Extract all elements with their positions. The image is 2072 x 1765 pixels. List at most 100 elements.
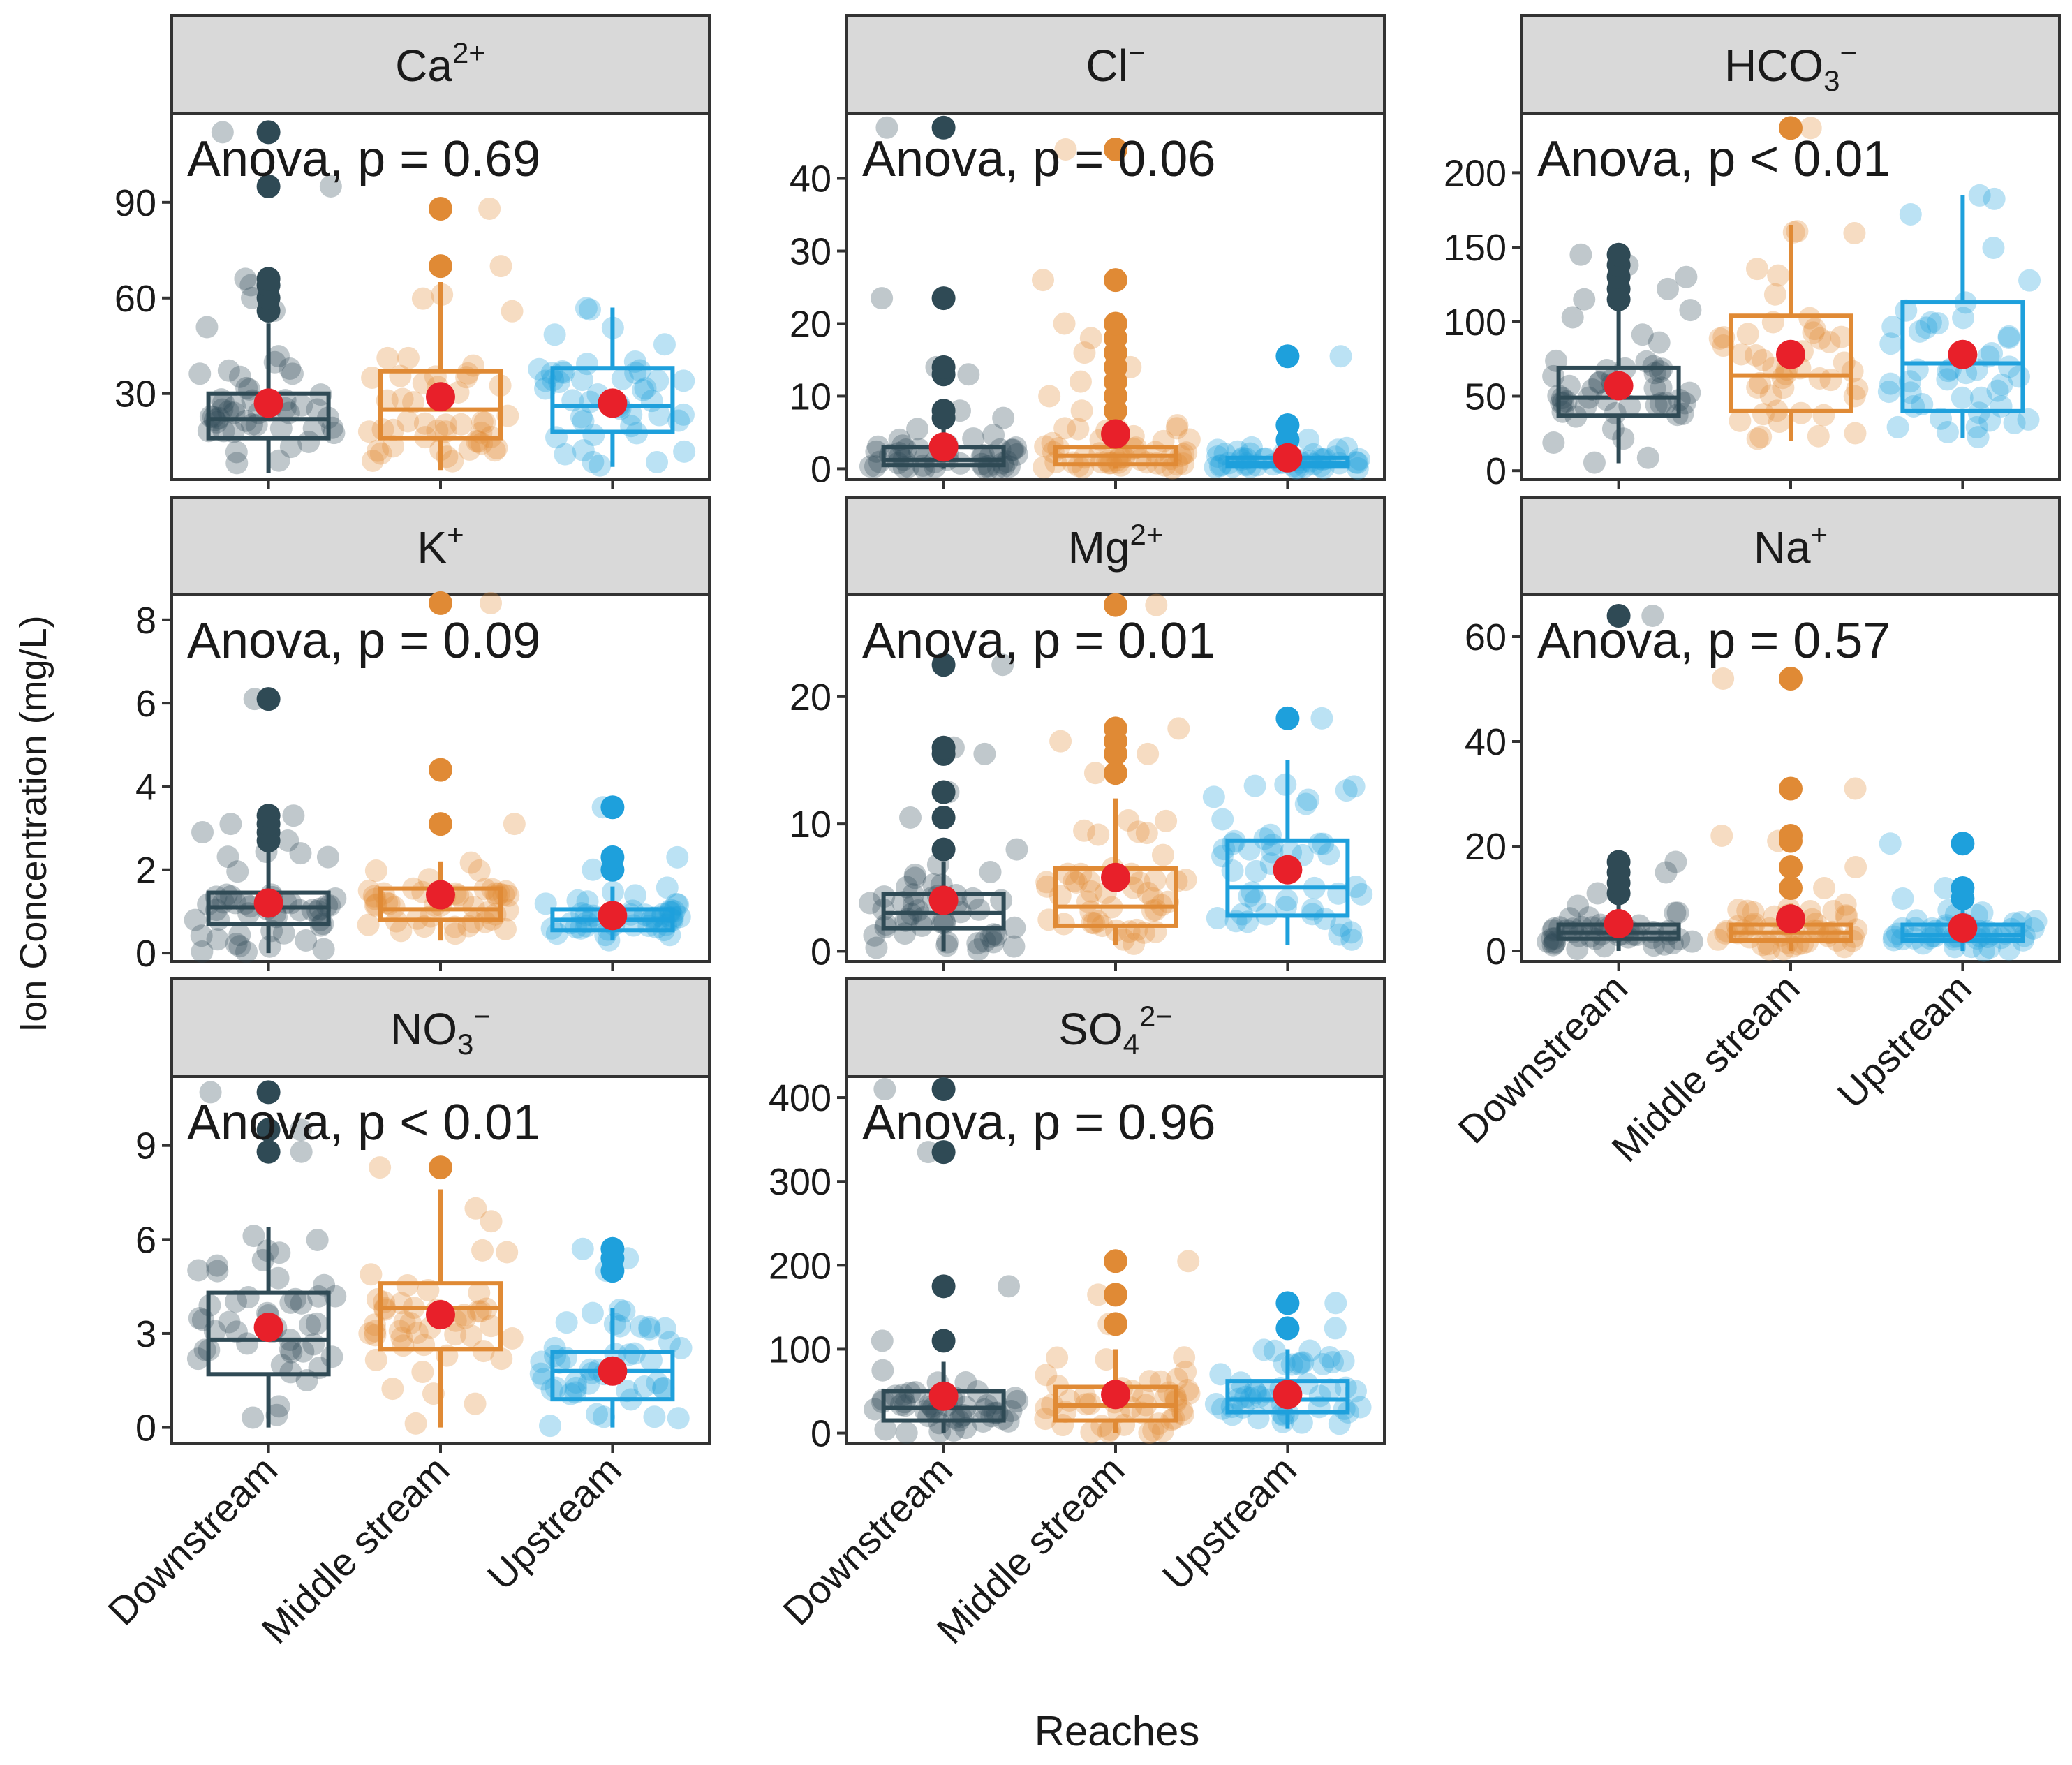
jitter-point: [1046, 1346, 1069, 1369]
jitter-point: [1031, 269, 1054, 292]
jitter-point: [1982, 237, 2005, 260]
mean-point: [598, 901, 628, 931]
jitter-point: [1206, 445, 1229, 468]
jitter-point: [361, 366, 384, 389]
mean-point: [426, 382, 455, 412]
jitter-point: [466, 1300, 489, 1323]
jitter-point: [1776, 931, 1799, 954]
jitter-point: [874, 1418, 897, 1441]
jitter-point: [1679, 299, 1702, 322]
jitter-point: [1054, 138, 1077, 161]
jitter-point: [1902, 926, 1925, 950]
jitter-point: [188, 1307, 211, 1330]
jitter-point: [1080, 880, 1103, 903]
y-tick-label: 30: [790, 231, 831, 273]
jitter-point: [211, 121, 234, 144]
jitter-point: [290, 1292, 313, 1315]
jitter-point: [241, 286, 264, 309]
jitter-point: [632, 378, 655, 401]
y-tick-label: 40: [1465, 721, 1507, 763]
jitter-point: [1830, 325, 1853, 348]
x-category-label: Downstream: [774, 1447, 961, 1634]
jitter-point: [459, 851, 482, 874]
jitter-point: [184, 908, 207, 931]
outlier-point: [931, 1077, 956, 1102]
outlier-point: [931, 806, 956, 830]
outlier-point: [429, 812, 452, 836]
jitter-point: [992, 406, 1015, 429]
jitter-point: [658, 1331, 681, 1354]
jitter-point: [1117, 809, 1140, 832]
mean-point: [1776, 339, 1805, 369]
jitter-point: [1083, 762, 1107, 785]
jitter-point: [564, 1371, 587, 1394]
outlier-point: [256, 1080, 281, 1105]
jitter-point: [639, 1349, 663, 1372]
jitter-point: [973, 930, 996, 953]
jitter-point: [648, 404, 671, 427]
jitter-point: [1882, 925, 1905, 948]
jitter-point: [1095, 1348, 1118, 1371]
outlier-point: [931, 1140, 956, 1165]
jitter-point: [452, 888, 475, 911]
jitter-point: [1986, 379, 2009, 402]
jitter-point: [497, 884, 520, 907]
jitter-point: [1844, 777, 1867, 800]
jitter-point: [1178, 1382, 1201, 1405]
outlier-point: [429, 758, 452, 782]
y-tick-label: 8: [135, 600, 156, 642]
jitter-point: [979, 860, 1002, 883]
y-tick-label: 0: [811, 931, 831, 973]
jitter-point: [483, 439, 506, 462]
jitter-point: [538, 1415, 561, 1438]
jitter-point: [1349, 1396, 1372, 1419]
anova-annotation: Anova, p = 0.69: [187, 131, 540, 187]
jitter-point: [2022, 917, 2045, 940]
outlier-point: [600, 1236, 625, 1261]
outlier-point: [1104, 1249, 1127, 1273]
jitter-point: [473, 411, 496, 434]
jitter-point: [1566, 938, 1589, 961]
y-tick-label: 9: [135, 1125, 156, 1167]
jitter-point: [656, 876, 679, 899]
jitter-point: [910, 915, 933, 938]
jitter-point: [211, 398, 234, 421]
jitter-point: [1333, 1397, 1356, 1420]
jitter-point: [444, 1323, 467, 1346]
jitter-point: [280, 1341, 303, 1364]
jitter-point: [1035, 1396, 1058, 1419]
mean-point: [1101, 1380, 1130, 1410]
jitter-point: [376, 346, 399, 369]
jitter-point: [444, 922, 467, 945]
jitter-point: [577, 1372, 600, 1395]
jitter-point: [1058, 1389, 1081, 1412]
jitter-point: [281, 362, 304, 385]
jitter-point: [1990, 926, 2013, 950]
jitter-point: [970, 445, 993, 468]
mean-point: [928, 432, 959, 462]
jitter-point: [643, 1405, 666, 1428]
jitter-point: [1998, 355, 2021, 378]
box: [1729, 313, 1853, 413]
jitter-point: [305, 1312, 328, 1335]
x-category-label: Upstream: [1154, 1447, 1305, 1598]
anova-annotation: Anova, p = 0.01: [862, 613, 1215, 669]
outlier-point: [600, 845, 625, 869]
jitter-point: [1128, 871, 1151, 894]
jitter-point: [1767, 264, 1790, 287]
jitter-point: [381, 1378, 404, 1401]
jitter-point: [1752, 348, 1775, 371]
jitter-point: [572, 410, 595, 433]
y-tick-label: 30: [114, 374, 156, 415]
jitter-point: [219, 813, 242, 836]
jitter-point: [646, 1371, 669, 1394]
jitter-point: [1335, 779, 1358, 802]
outlier-point: [931, 399, 956, 423]
facet-title: NO3−: [390, 1000, 491, 1061]
jitter-point: [613, 1300, 636, 1323]
jitter-point: [1006, 1389, 1029, 1412]
jitter-point: [369, 1156, 392, 1179]
x-category-label: Upstream: [1829, 966, 1980, 1116]
jitter-point: [1166, 1368, 1189, 1391]
mean-point: [1101, 862, 1130, 892]
